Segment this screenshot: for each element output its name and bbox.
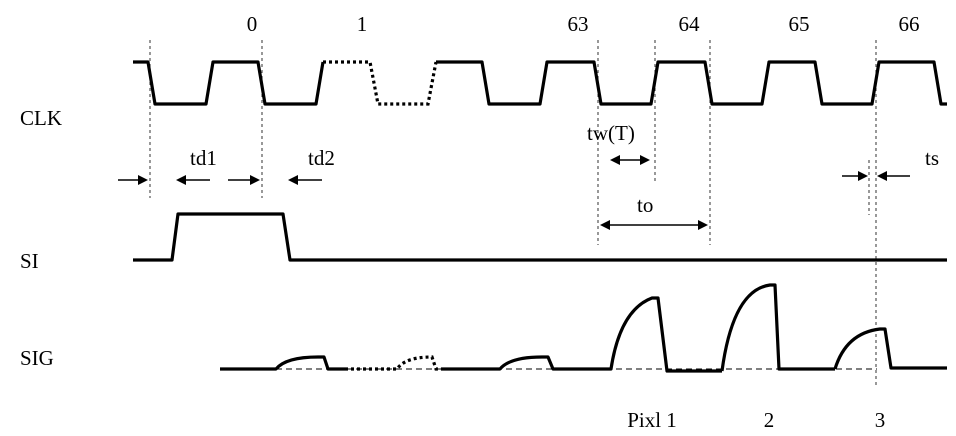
sig-pixel-2-pulse (720, 283, 835, 372)
ts-label: ts (925, 146, 939, 170)
cycle-label-0: 0 (247, 12, 258, 36)
pixel-label-2: 2 (764, 408, 775, 432)
td1-label: td1 (190, 146, 217, 170)
sig-waveform (220, 355, 345, 371)
td2-label: td2 (308, 146, 335, 170)
clk-waveform (436, 60, 947, 106)
cycle-label-64: 64 (679, 12, 701, 36)
arrow-head-left (610, 155, 620, 165)
arrow-head-right (138, 175, 148, 185)
cycle-label-1: 1 (357, 12, 368, 36)
clk-waveform (133, 60, 325, 106)
si-signal-label: SI (20, 249, 39, 273)
to-label: to (637, 193, 653, 217)
sig-waveform (442, 355, 555, 371)
pixel-label-3: 3 (875, 408, 886, 432)
clk-waveform-gap (323, 60, 438, 106)
arrow-head-right (698, 220, 708, 230)
arrow-head-left (877, 171, 887, 181)
sig-waveform-gap (345, 355, 442, 371)
sig-pixel-1-pulse (555, 296, 722, 373)
arrow-head-left (600, 220, 610, 230)
arrow-head-right (640, 155, 650, 165)
cycle-label-65: 65 (789, 12, 810, 36)
cycle-label-66: 66 (899, 12, 920, 36)
arrow-head-left (176, 175, 186, 185)
cycle-label-63: 63 (568, 12, 589, 36)
clk-signal-label: CLK (20, 106, 62, 130)
arrow-head-right (858, 171, 868, 181)
sig-pixel-3-pulse (833, 327, 947, 370)
arrow-head-left (288, 175, 298, 185)
tw-label: tw(T) (587, 121, 635, 145)
arrow-head-right (250, 175, 260, 185)
pixel-label-1: Pixl 1 (627, 408, 677, 432)
si-waveform (133, 212, 947, 262)
sig-signal-label: SIG (20, 346, 54, 370)
